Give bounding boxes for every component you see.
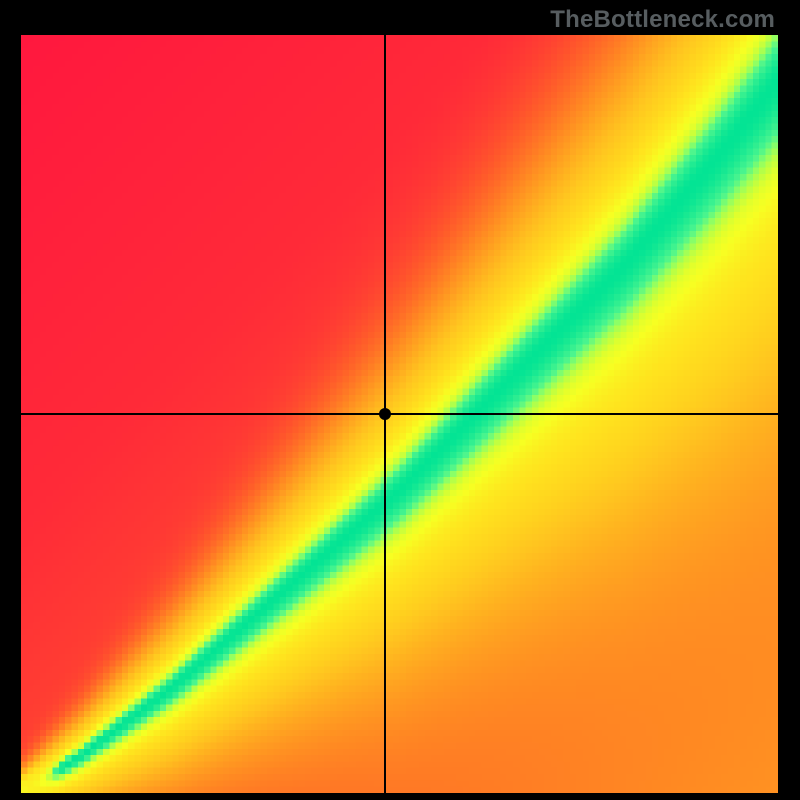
watermark-text: TheBottleneck.com [550,6,775,34]
frame: TheBottleneck.com [0,0,800,800]
crosshair-horizontal [21,413,778,415]
